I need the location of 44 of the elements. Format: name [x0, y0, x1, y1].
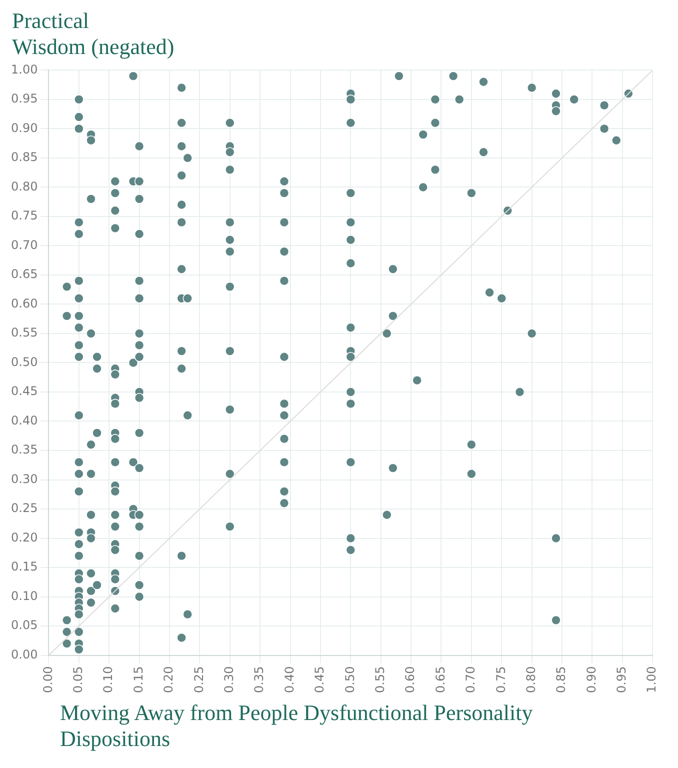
y-tick-label: 0.25: [11, 501, 38, 516]
x-tick-label: 0.90: [584, 666, 598, 693]
y-tick-label: 0.20: [11, 530, 38, 544]
y-tick-label: 0.00: [11, 647, 38, 662]
x-tick-label: 0.05: [71, 666, 86, 693]
x-tick-label: 0.25: [192, 666, 206, 693]
y-tick-label: 0.70: [11, 238, 38, 252]
y-axis-title: Practical Wisdom (negated): [12, 8, 176, 60]
x-tick-label: 0.70: [464, 666, 478, 693]
x-tick-label: 0.95: [614, 666, 629, 693]
x-tick-label: 1.00: [644, 666, 659, 693]
x-tick-label: 0.45: [312, 666, 327, 693]
y-tick-label: 0.30: [11, 472, 38, 486]
y-tick-label: 0.40: [11, 413, 38, 428]
y-tick-label: 0.45: [11, 384, 38, 398]
y-tick-label: 0.80: [11, 179, 38, 194]
x-tick-label: 0.35: [252, 666, 266, 693]
y-tick-label: 0.85: [11, 150, 38, 164]
y-tick-label: 1.00: [11, 62, 38, 76]
x-tick-label: 0.75: [494, 666, 508, 693]
x-tick-label: 0.20: [162, 666, 176, 693]
x-tick-label: 0.60: [403, 666, 418, 693]
x-axis-title: Moving Away from People Dysfunctional Personality Dispositions: [60, 700, 534, 752]
x-tick-label: 0.50: [342, 666, 357, 693]
y-tick-label: 0.10: [11, 588, 38, 603]
y-tick-label: 0.35: [11, 442, 38, 457]
x-tick-label: 0.40: [282, 666, 296, 693]
y-tick-label: 0.50: [11, 354, 38, 369]
y-tick-label: 0.65: [11, 267, 38, 282]
x-tick-label: 0.55: [372, 666, 387, 693]
y-tick-label: 0.60: [11, 296, 38, 310]
x-tick-label: 0.30: [222, 666, 236, 693]
y-tick-label: 0.15: [11, 560, 38, 574]
y-tick-label: 0.95: [11, 92, 38, 106]
x-tick-label: 0.65: [433, 666, 448, 693]
y-tick-label: 0.75: [11, 208, 38, 223]
x-tick-label: 0.80: [524, 666, 538, 693]
x-tick-label: 0.85: [554, 666, 568, 693]
x-tick-label: 0.10: [101, 666, 116, 693]
y-tick-label: 0.05: [11, 618, 38, 632]
y-tick-label: 0.55: [11, 326, 38, 340]
x-tick-label: 0.15: [131, 666, 146, 693]
y-tick-label: 0.90: [11, 120, 38, 135]
x-tick-label: 0.00: [40, 666, 55, 693]
